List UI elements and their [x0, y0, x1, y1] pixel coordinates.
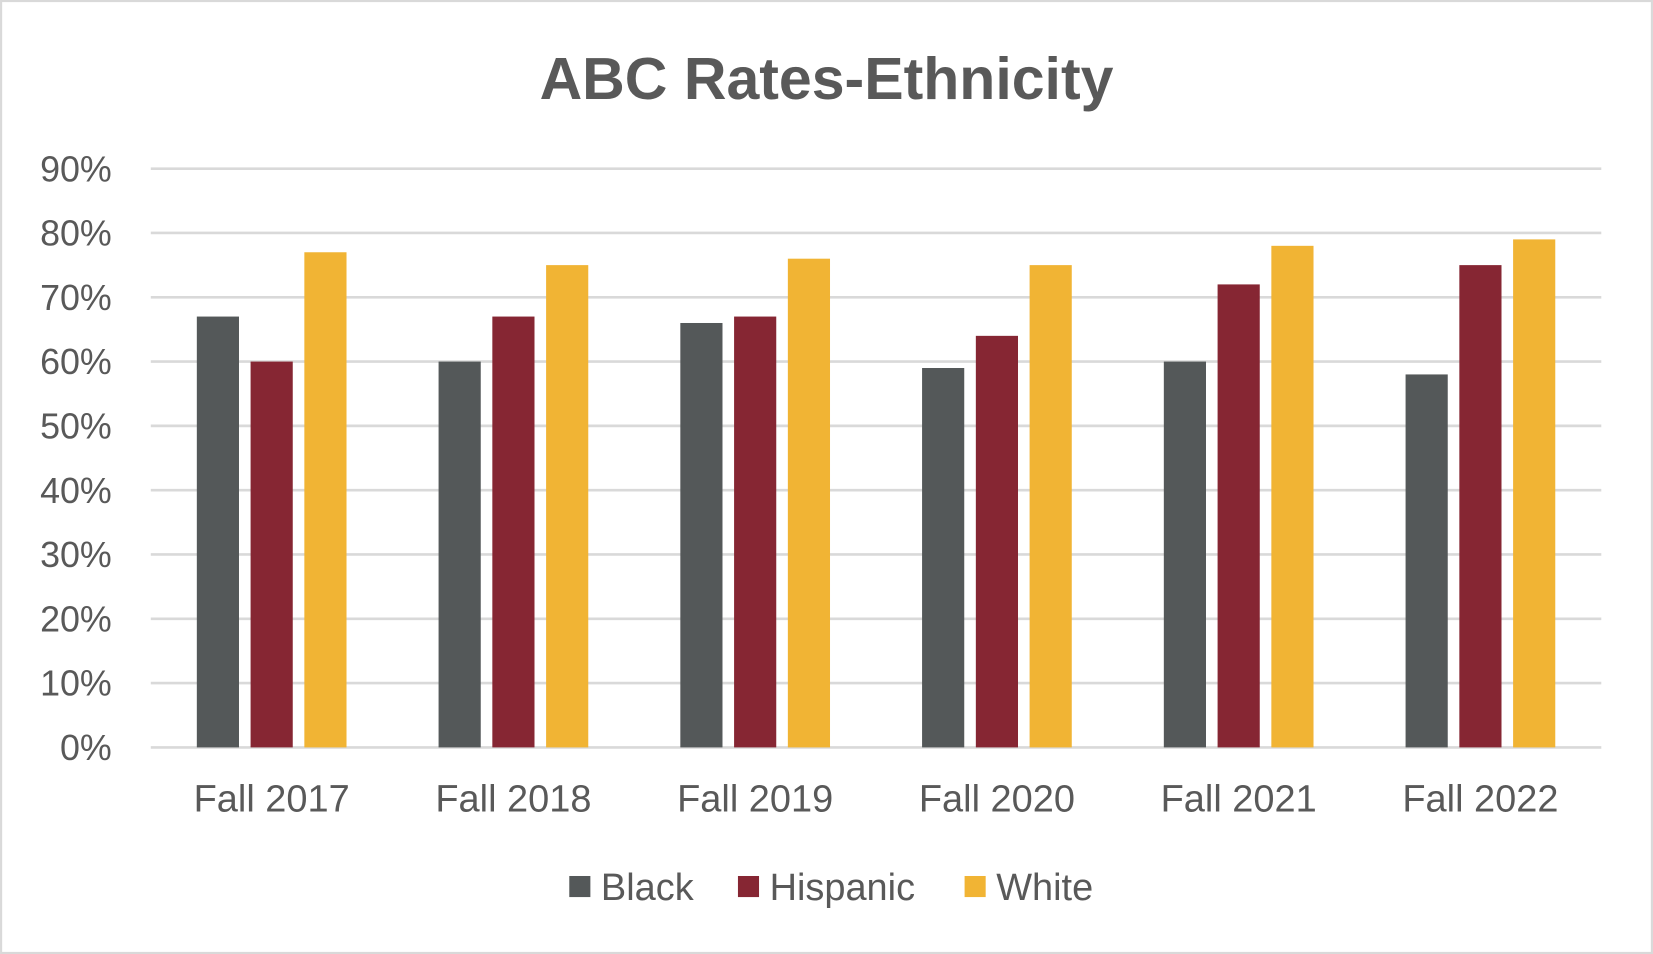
y-tick-label: 20% [40, 599, 112, 639]
legend-swatch-hispanic [737, 875, 760, 898]
legend-label-black: Black [601, 867, 695, 909]
y-tick-label: 70% [40, 278, 112, 318]
y-tick-label: 80% [40, 214, 112, 254]
bar-hispanic-fall-2019 [734, 316, 777, 748]
y-tick-label: 60% [40, 342, 112, 382]
y-tick-label: 30% [40, 535, 112, 575]
bar-hispanic-fall-2020 [975, 335, 1019, 748]
bar-hispanic-fall-2018 [492, 316, 535, 748]
legend-label-hispanic: Hispanic [770, 867, 916, 909]
legend-swatch-black [569, 875, 591, 898]
x-tick-label: Fall 2019 [677, 779, 833, 821]
bar-hispanic-fall-2017 [250, 361, 293, 748]
bar-white-fall-2022 [1513, 239, 1556, 748]
bar-white-fall-2019 [787, 258, 831, 748]
bar-black-fall-2021 [1163, 361, 1206, 748]
bar-black-fall-2022 [1405, 374, 1448, 748]
legend-label-white: White [996, 867, 1093, 909]
chart-title: ABC Rates-Ethnicity [540, 46, 1114, 112]
x-tick-label: Fall 2021 [1161, 779, 1317, 821]
y-tick-label: 50% [40, 407, 112, 447]
y-tick-label: 10% [40, 664, 112, 704]
bar-hispanic-fall-2022 [1459, 265, 1502, 748]
bar-white-fall-2018 [546, 265, 589, 748]
bar-black-fall-2018 [438, 361, 481, 748]
bar-white-fall-2017 [304, 252, 347, 748]
bar-black-fall-2017 [196, 316, 239, 748]
bar-white-fall-2020 [1029, 265, 1072, 748]
bar-hispanic-fall-2021 [1217, 284, 1260, 748]
x-tick-label: Fall 2018 [435, 779, 591, 821]
legend-swatch-white [964, 875, 986, 898]
x-tick-label: Fall 2022 [1402, 779, 1558, 821]
x-tick-label: Fall 2020 [919, 779, 1075, 821]
y-tick-label: 40% [40, 471, 112, 511]
bar-white-fall-2021 [1271, 245, 1314, 748]
bar-black-fall-2020 [922, 368, 965, 748]
y-tick-label: 90% [40, 149, 112, 189]
y-tick-label: 0% [60, 728, 112, 768]
bar-black-fall-2019 [680, 322, 723, 748]
x-tick-label: Fall 2017 [194, 779, 350, 821]
